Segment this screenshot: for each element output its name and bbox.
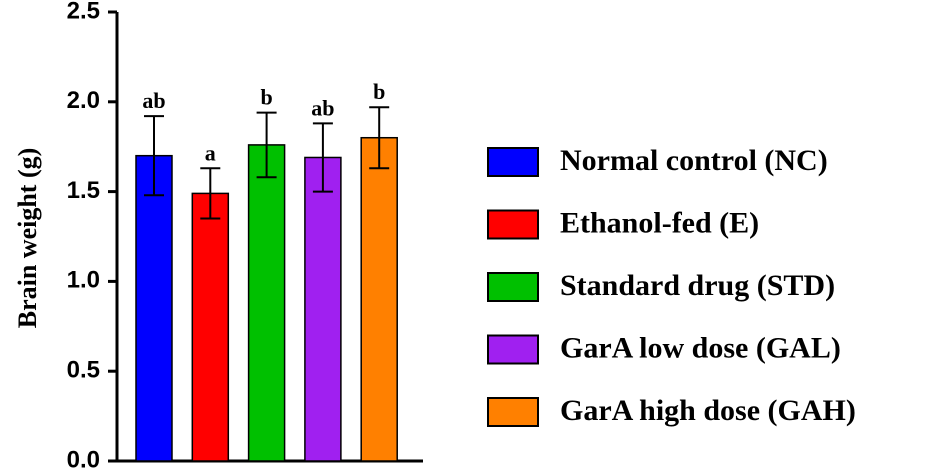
legend-label: GarA low dose (GAL) [560, 331, 841, 364]
significance-label: b [373, 79, 385, 104]
bar-4 [304, 156, 342, 462]
bar-1 [135, 154, 173, 462]
bar-5 [360, 136, 398, 462]
legend-label: Ethanol-fed (E) [560, 206, 759, 239]
significance-label: a [205, 140, 216, 165]
legend-swatch-3 [487, 272, 539, 302]
legend-swatch-2 [487, 209, 539, 240]
legend: Normal control (NC) Ethanol-fed (E) Standa… [487, 144, 856, 427]
significance-label: ab [311, 95, 334, 120]
legend-swatch-5 [487, 397, 539, 427]
legend-swatch-4 [487, 334, 539, 365]
bar-3 [247, 144, 286, 462]
significance-label: ab [142, 88, 165, 113]
y-tick-label: 1.0 [67, 267, 100, 294]
y-tick-label: 0.0 [67, 446, 100, 473]
y-tick-label: 1.5 [67, 177, 100, 204]
y-tick-label: 2.5 [67, 0, 100, 24]
y-tick-label: 2.0 [67, 87, 100, 114]
legend-label: GarA high dose (GAH) [560, 394, 856, 427]
legend-label: Standard drug (STD) [560, 269, 835, 302]
y-tick-label: 0.5 [67, 357, 100, 384]
legend-label: Normal control (NC) [560, 144, 828, 177]
y-axis-label: Brain weight (g) [13, 148, 42, 329]
y-axis: Brain weight (g) [13, 12, 119, 461]
significance-label: b [260, 85, 272, 110]
legend-swatch-1 [487, 147, 539, 177]
bar-2 [191, 192, 230, 462]
